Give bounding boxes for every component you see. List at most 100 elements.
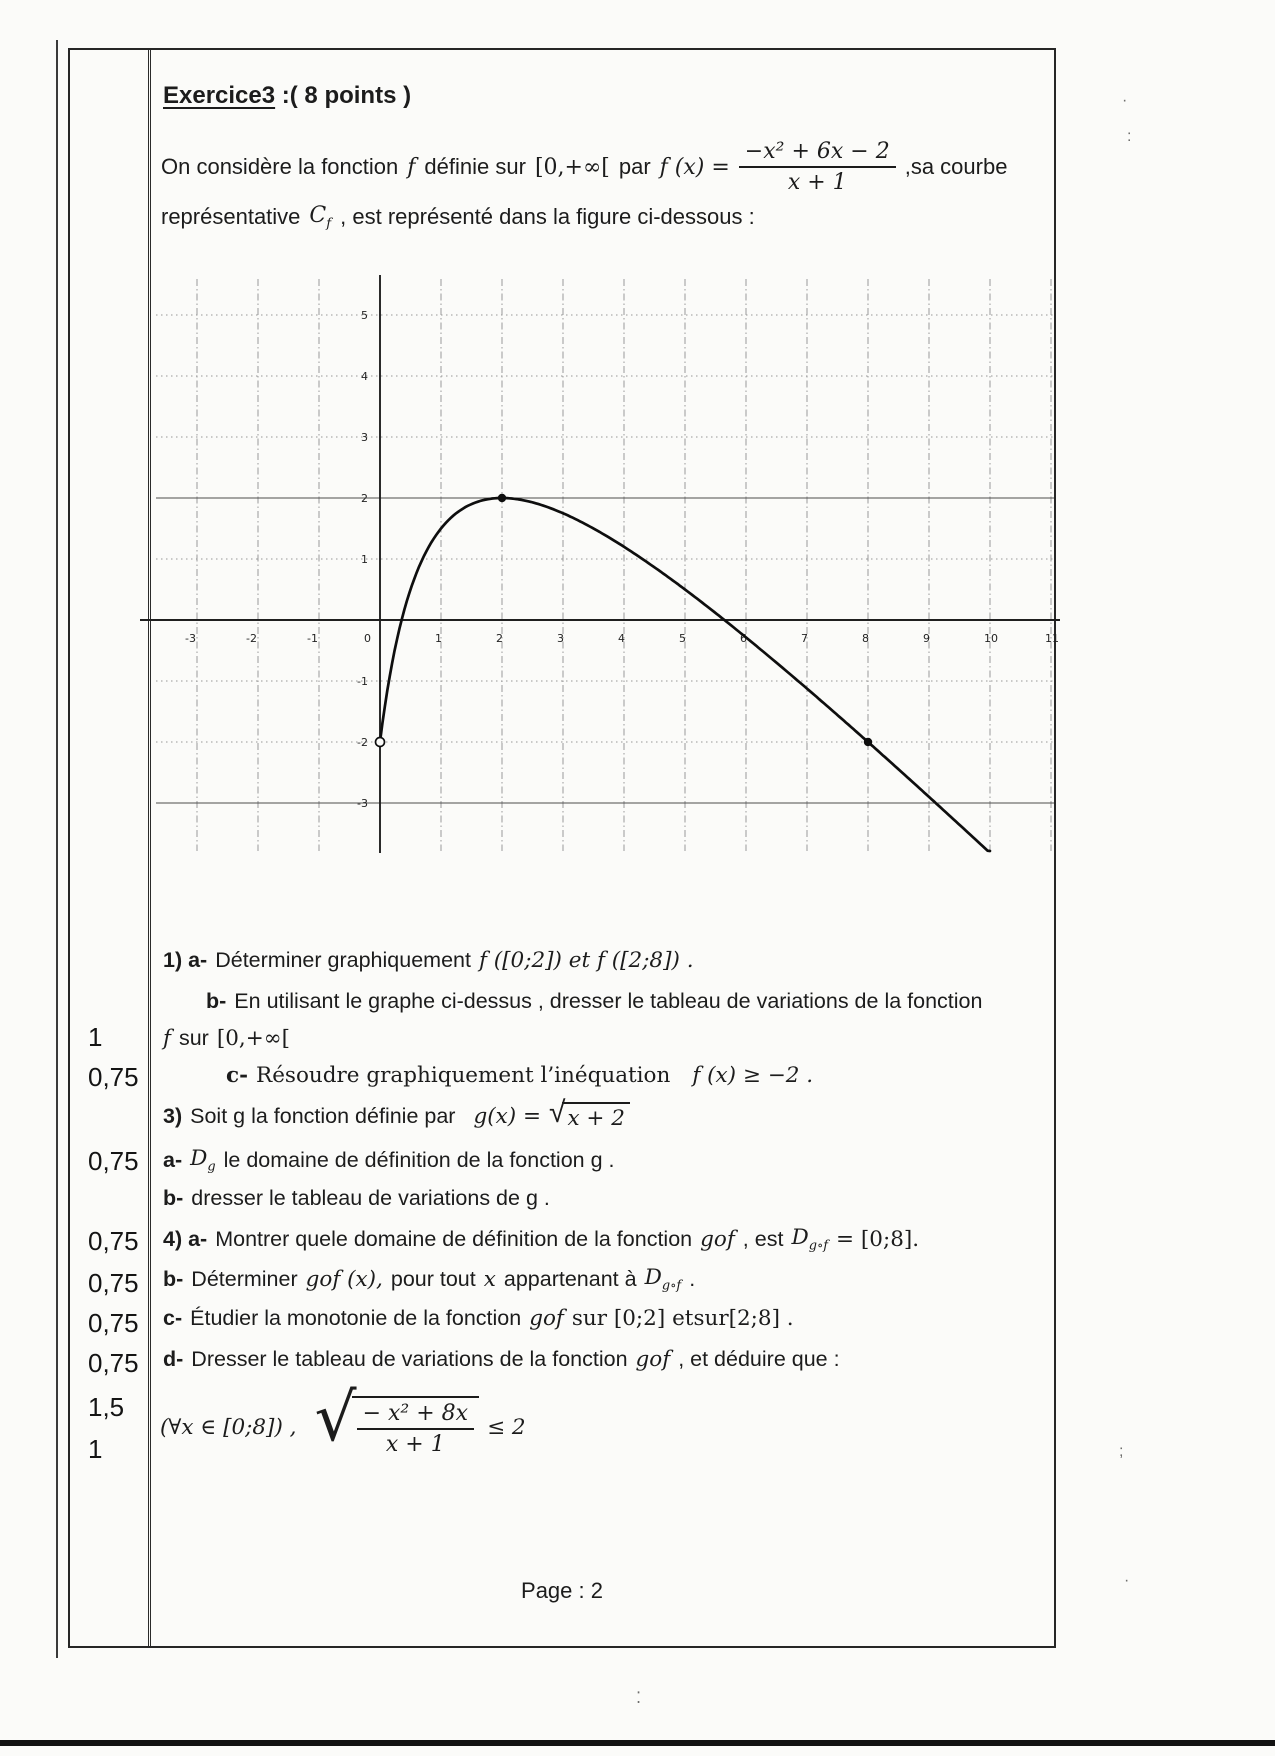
question-4b: b- Déterminer gof (x), pour tout x appar… [163,1265,695,1293]
question-1a: 1) a- Déterminer graphiquement f ([0;2])… [163,948,694,973]
curve-symbol: Cf [309,203,332,232]
math-expression: f ([0;2]) et f ([2;8]) . [478,948,694,973]
math-expression: f (x) ≥ −2 . [692,1063,814,1088]
intro-text-4: ,sa courbe [904,154,1008,179]
question-text: En utilisant le graphe ci-dessus , dress… [234,989,983,1013]
svg-text:7: 7 [801,632,808,645]
intro-text-2: définie sur [424,154,526,179]
question-1b: b- En utilisant le graphe ci-dessus , dr… [206,989,982,1014]
svg-text:2: 2 [361,492,368,505]
question-3: 3) Soit g la fonction définie par g(x) =… [163,1096,630,1131]
interval: [0,+∞[ [216,1026,291,1051]
fx-equals: f (x) = [659,154,730,180]
margin-point: 1,5 [88,1392,125,1422]
svg-text:3: 3 [361,431,368,444]
exercise-title: Exercice3 :( 8 points ) [163,82,411,110]
svg-text:8: 8 [862,632,869,645]
question-label: a- [163,1147,183,1172]
question-text: Déterminer graphiquement [215,948,471,972]
margin-point: 0,75 [88,1062,139,1092]
question-label: b- [163,1266,184,1291]
question-text: Résoudre graphiquement l’inéquation [256,1063,671,1088]
radical-sign: √ [314,1379,357,1456]
question-label: 1) a- [163,948,208,972]
question-text: dresser le tableau de variations de g . [191,1186,550,1210]
question-text: , est [742,1226,784,1251]
f-symbol: f [407,154,416,180]
inequality: ≤ 2 [487,1414,526,1440]
x-symbol: x [483,1266,496,1292]
gof-symbol: gof [529,1306,564,1331]
math-expression: sur [0;2] etsur[2;8] . [571,1306,794,1331]
svg-text:3: 3 [557,632,564,645]
question-label: c- [226,1063,249,1088]
svg-text:-3: -3 [357,797,368,810]
math-expression: Dg [190,1146,216,1175]
radicand: − x² + 8x x + 1 [351,1396,480,1459]
svg-text:5: 5 [361,309,368,322]
svg-text:5: 5 [679,632,686,645]
fraction-numerator: − x² + 8x [362,1401,469,1426]
intro-text-3: par [618,154,651,179]
question-4c: c- Étudier la monotonie de la fonction g… [163,1306,794,1331]
quantifier-expression: (∀x ∈ [0;8]) , [160,1414,297,1440]
svg-text:9: 9 [923,632,930,645]
question-label: 4) a- [163,1226,208,1251]
function-graph-figure: -3 -2 -1 0 1 2 3 4 5 6 7 8 9 10 11 5 4 3 2 1 -1 -2 -3 [140,265,1060,857]
scan-artifact: · [1122,92,1128,109]
question-label: b- [206,989,227,1013]
svg-text:4: 4 [361,370,368,383]
math-expression: Dg∘f [791,1225,829,1254]
question-4a: 4) a- Montrer quele domaine de définitio… [163,1225,919,1253]
points-margin-column [70,50,151,1646]
margin-point: 0,75 [88,1146,139,1176]
page-number-label: Page : 2 [521,1578,603,1603]
svg-text:1: 1 [361,553,368,566]
radicand-fraction: − x² + 8x x + 1 [356,1400,475,1459]
domain-interval: [0,+∞[ [534,154,610,180]
margin-point: 0,75 [88,1308,139,1338]
scan-artifact: ⁚ [636,1690,642,1707]
question-label: d- [163,1347,184,1371]
svg-text:2: 2 [496,632,503,645]
radicand: x + 2 [562,1102,630,1131]
gof-symbol: gof [700,1226,735,1252]
svg-text:-3: -3 [185,632,196,645]
question-text: , et déduire que : [678,1347,840,1371]
fraction-denominator: x + 1 [356,1427,475,1459]
sqrt-radical: √ x + 2 [548,1096,630,1131]
question-text: pour tout [390,1266,476,1291]
math-expression: gof (x), [305,1266,383,1292]
question-label: b- [163,1186,184,1210]
intro-line-1: On considère la fonction f définie sur [… [161,128,1007,206]
radical-sign: √ [548,1096,566,1129]
question-text: le domaine de définition de la fonction … [223,1147,615,1172]
scan-artifact: ; [1119,1443,1124,1460]
question-text: Dresser le tableau de variations de la f… [191,1347,628,1371]
fraction-numerator: −x² + 6x − 2 [744,139,890,164]
deduction-formula: (∀x ∈ [0;8]) , √ − x² + 8x x + 1 ≤ 2 [160,1384,526,1470]
exercise-title-underlined: Exercice3 [163,82,276,109]
question-label: 3) [163,1104,183,1128]
margin-point: 0,75 [88,1226,139,1256]
question-4d: d- Dresser le tableau de variations de l… [163,1347,840,1372]
svg-text:10: 10 [984,632,998,645]
math-expression: Dg∘f [644,1265,682,1294]
math-expression: = [0;8]. [836,1226,920,1252]
gof-symbol: gof [635,1347,671,1372]
question-text: Soit g la fonction définie par [190,1104,456,1128]
question-text: Étudier la monotonie de la fonction [190,1306,522,1330]
intro-text-6: , est représenté dans la figure ci-desso… [340,204,755,230]
margin-point: 0,75 [88,1268,139,1298]
intro-line-2: représentative Cf , est représenté dans … [161,203,755,231]
exercise-title-points: :( 8 points ) [275,82,412,109]
question-text: Montrer quele domaine de définition de l… [215,1226,693,1251]
intro-text-5: représentative [161,204,301,230]
question-label: c- [163,1306,183,1330]
svg-text:1: 1 [435,632,442,645]
sqrt-radical: √ − x² + 8x x + 1 [315,1384,480,1459]
scan-artifact: · [1124,1572,1130,1589]
svg-text:4: 4 [618,632,625,645]
page-scan-edge [56,40,58,1658]
margin-point: 1 [88,1434,103,1464]
